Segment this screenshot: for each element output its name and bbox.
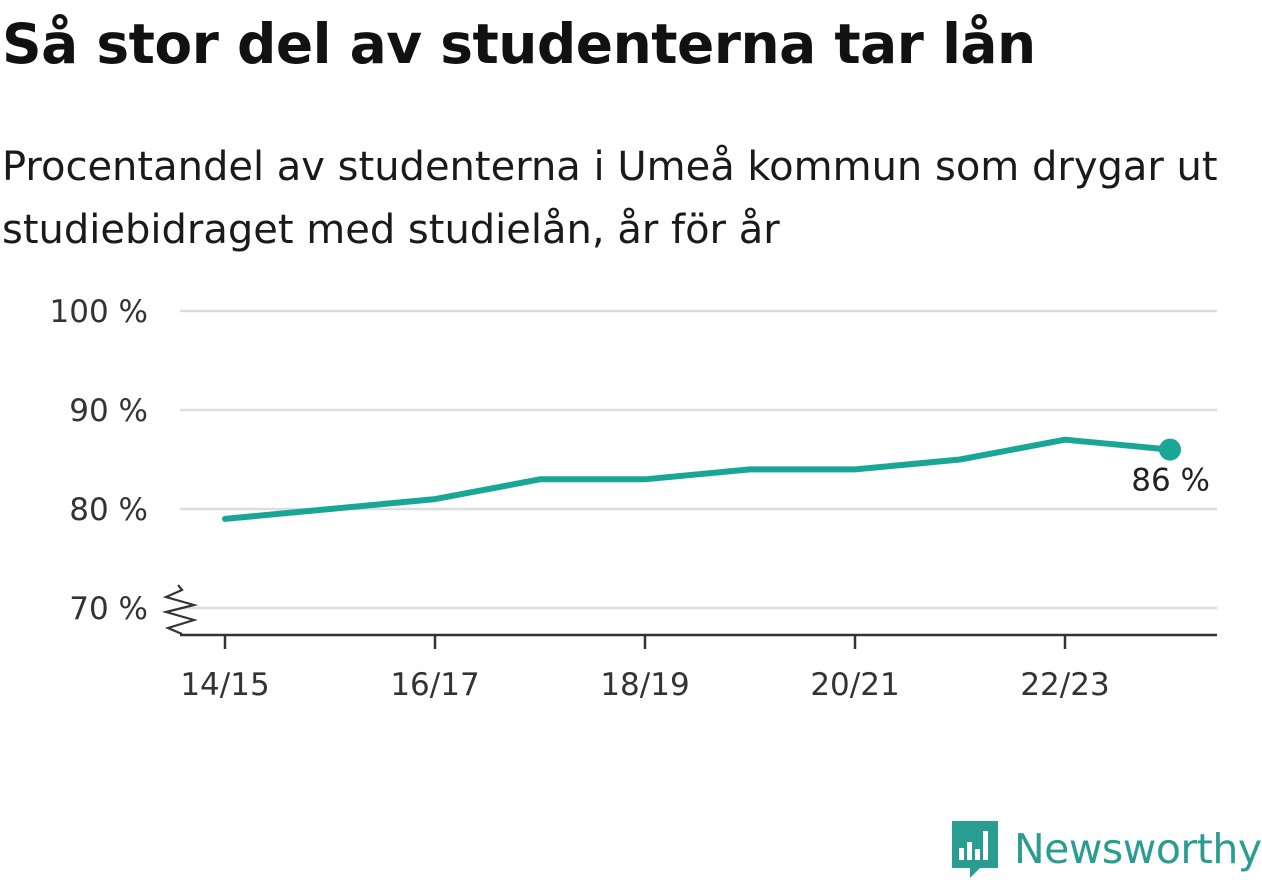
x-axis bbox=[161, 584, 1217, 637]
axis-break-icon bbox=[161, 584, 199, 636]
x-tick-label: 22/23 bbox=[1020, 667, 1109, 703]
y-tick-label: 90 % bbox=[69, 393, 148, 429]
series-line bbox=[222, 436, 1173, 522]
end-value-label: 86 % bbox=[1131, 463, 1210, 499]
x-axis-labels: 14/15 16/17 18/19 20/21 22/23 bbox=[180, 635, 1110, 703]
y-axis-labels: 70 % 80 % 90 % 100 % bbox=[50, 294, 148, 627]
x-tick-label: 16/17 bbox=[390, 667, 479, 703]
bar-chart-flag-icon bbox=[952, 821, 998, 878]
y-tick-label: 100 % bbox=[50, 294, 148, 330]
chart-subtitle: Procentandel av studenterna i Umeå kommu… bbox=[2, 144, 1218, 253]
end-point-marker bbox=[1159, 438, 1181, 461]
x-tick-label: 20/21 bbox=[810, 667, 899, 703]
gridlines bbox=[180, 309, 1217, 610]
y-tick-label: 70 % bbox=[69, 591, 148, 627]
brand-name: Newsworthy bbox=[1014, 825, 1262, 873]
newsworthy-logo: Newsworthy bbox=[950, 818, 1262, 880]
series: 86 % bbox=[222, 436, 1210, 522]
x-tick-label: 14/15 bbox=[180, 667, 269, 703]
chart-title: Så stor del av studenterna tar lån bbox=[2, 12, 1036, 76]
y-tick-label: 80 % bbox=[69, 492, 148, 528]
x-tick-label: 18/19 bbox=[600, 667, 689, 703]
